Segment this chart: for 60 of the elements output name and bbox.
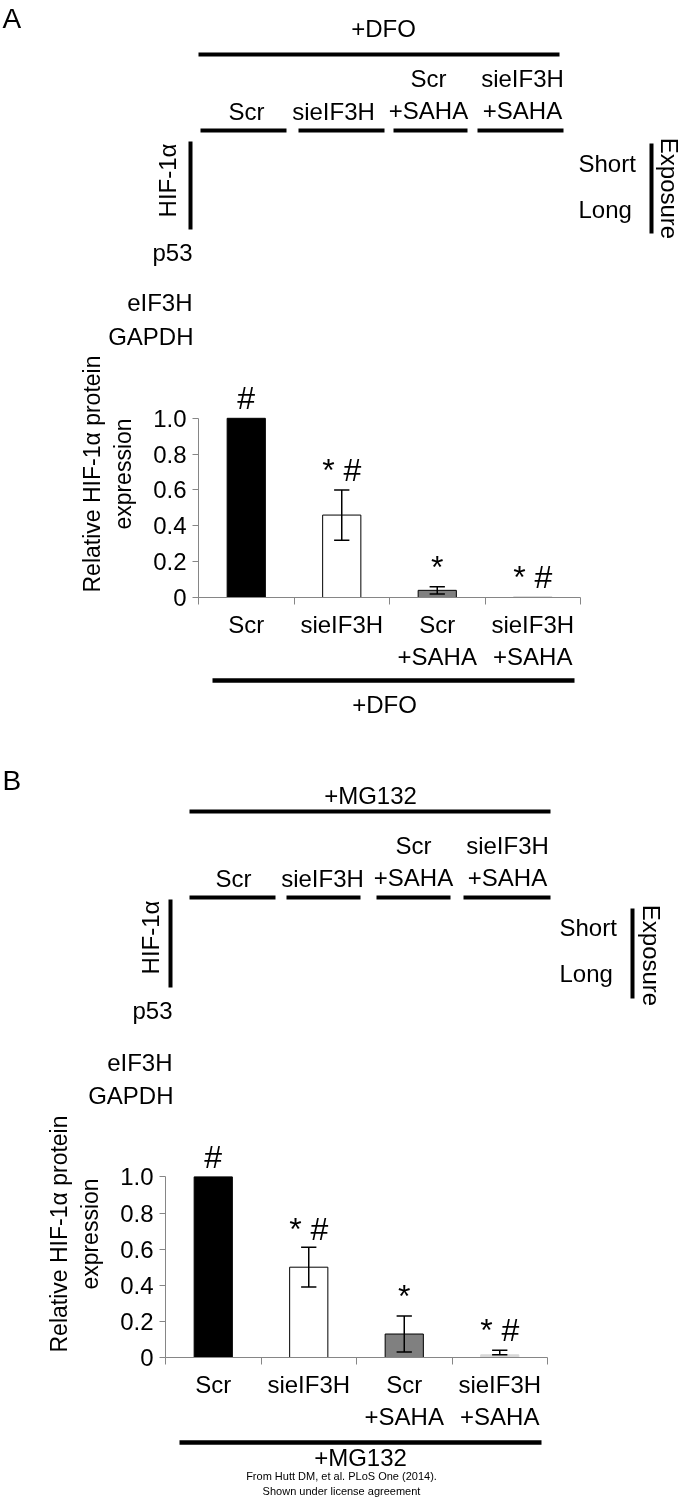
text: Exposure bbox=[638, 904, 665, 1007]
y-axis-title: Relative HIF-1α protein expression bbox=[45, 1115, 104, 1353]
x-tick-label: sieIF3H bbox=[300, 610, 384, 638]
text: Short bbox=[559, 914, 618, 941]
y-tick-label: 1.0 bbox=[153, 404, 187, 432]
y-tick-label: 0.2 bbox=[120, 1307, 154, 1335]
x-tick-label: Scr bbox=[195, 1370, 232, 1398]
category-label: Scr bbox=[228, 97, 265, 125]
text: Long bbox=[578, 196, 632, 223]
text: HIF-1α bbox=[137, 900, 164, 975]
text: Short bbox=[578, 150, 637, 177]
text: Scr +SAHA bbox=[388, 65, 469, 125]
y-tick-label: 1.0 bbox=[120, 1163, 154, 1191]
text: +DFO bbox=[351, 15, 416, 42]
category-label: sieIF3H bbox=[292, 97, 375, 125]
y-tick-label: 0 bbox=[140, 1344, 154, 1371]
text: sieIF3H bbox=[281, 864, 364, 892]
annotation: * # bbox=[480, 1312, 520, 1349]
text: Exposure bbox=[656, 137, 683, 240]
chart-title: A bbox=[2, 3, 22, 34]
category-label: +SAHA bbox=[467, 864, 548, 892]
x-tick-label: Scr bbox=[228, 610, 265, 638]
text: eIF3H bbox=[127, 289, 193, 316]
text: Scr bbox=[395, 832, 432, 860]
y-tick-label: 0 bbox=[173, 584, 187, 611]
x-tick-label: Scr +SAHA bbox=[364, 1370, 444, 1430]
text: p53 bbox=[152, 239, 193, 266]
x-tick-label: sieIF3H +SAHA bbox=[491, 610, 575, 670]
y-tick-label: 0.4 bbox=[120, 1271, 154, 1299]
y-tick-label: 0.8 bbox=[153, 440, 187, 468]
y-tick-label: 0.8 bbox=[120, 1199, 154, 1227]
text: GAPDH bbox=[108, 323, 194, 350]
annotation: * # bbox=[322, 451, 362, 488]
y-tick-label: 0.2 bbox=[153, 548, 187, 576]
x-tick-label: sieIF3H +SAHA bbox=[458, 1370, 542, 1430]
text: eIF3H bbox=[107, 1049, 173, 1076]
text: GAPDH bbox=[88, 1082, 174, 1109]
text: p53 bbox=[132, 997, 173, 1024]
annotation: * # bbox=[289, 1211, 329, 1248]
text: sieIF3H +SAHA bbox=[481, 65, 564, 125]
category-label: +SAHA bbox=[373, 864, 454, 892]
x-tick-label: sieIF3H bbox=[267, 1370, 351, 1398]
x-axis-title: +DFO bbox=[352, 691, 417, 718]
annotation: # bbox=[204, 1138, 223, 1175]
annotation: * # bbox=[513, 558, 553, 595]
x-axis-title: +MG132 bbox=[314, 1444, 407, 1471]
y-tick-label: 0.6 bbox=[153, 476, 187, 504]
y-tick-label: 0.6 bbox=[120, 1235, 154, 1263]
chart-title: B bbox=[2, 765, 22, 796]
text: Long bbox=[559, 960, 613, 987]
y-axis-title: Relative HIF-1α protein expression bbox=[78, 355, 137, 593]
annotation: * bbox=[398, 1277, 411, 1314]
y-tick-label: 0.4 bbox=[153, 512, 187, 540]
text: From Hutt DM, et al. PLoS One (2014). Shown under license agreement bbox=[246, 1470, 437, 1497]
x-tick-label: Scr +SAHA bbox=[397, 610, 477, 670]
text: +MG132 bbox=[324, 782, 417, 809]
annotation: * bbox=[431, 548, 444, 585]
text: HIF-1α bbox=[154, 143, 181, 218]
text: Scr bbox=[215, 864, 252, 892]
text: sieIF3H bbox=[466, 832, 549, 860]
